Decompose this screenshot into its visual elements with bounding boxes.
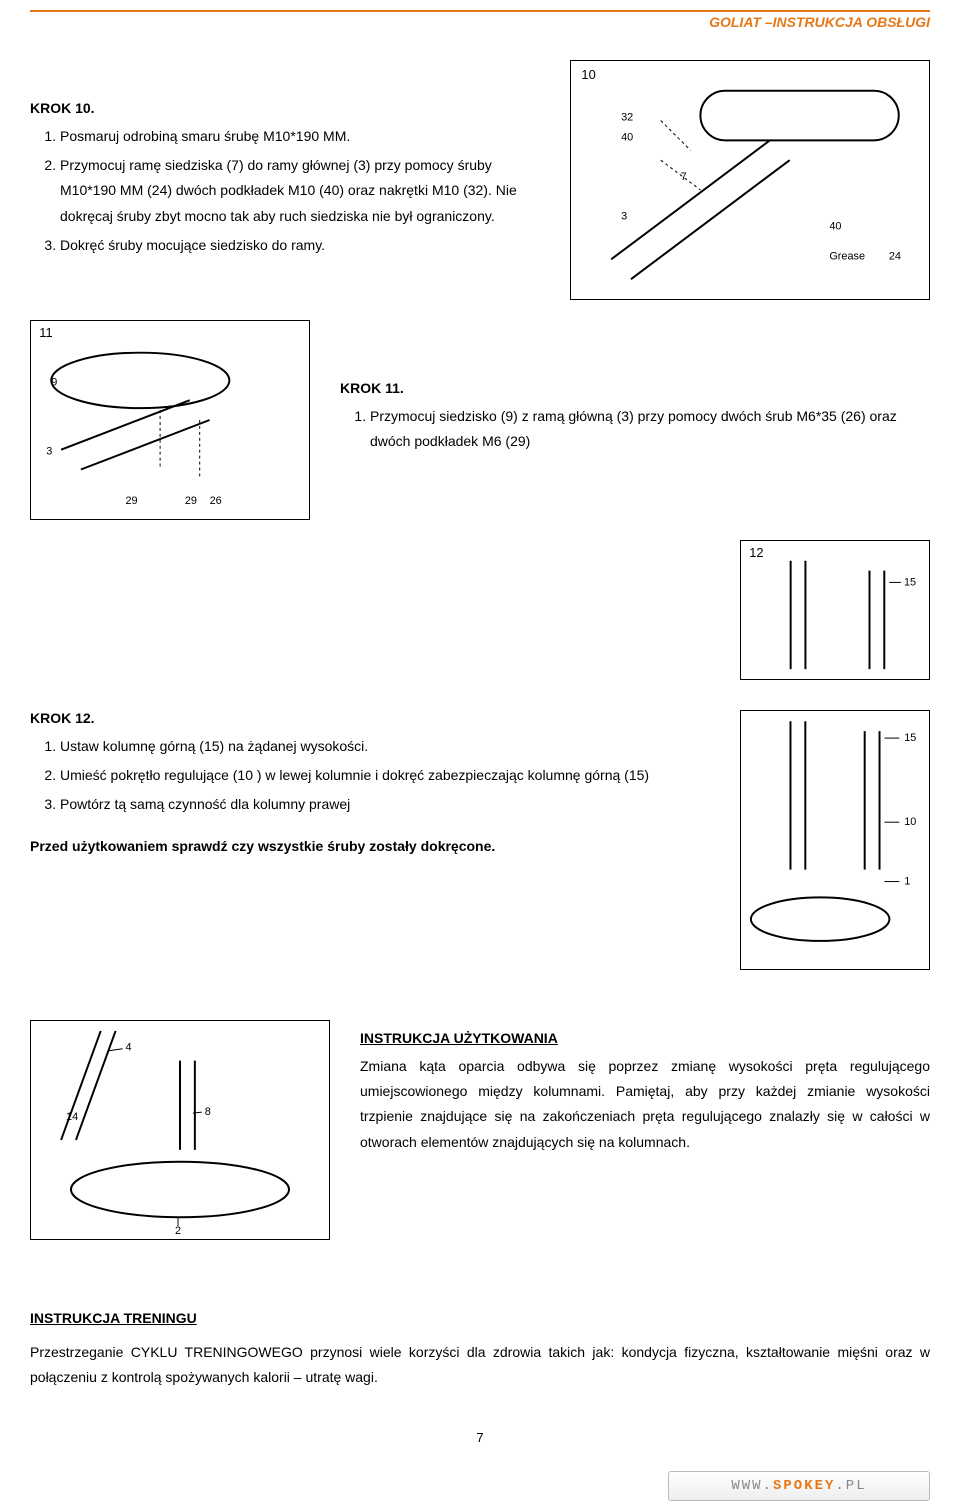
svg-text:15: 15	[904, 576, 916, 588]
svg-text:10: 10	[581, 67, 595, 82]
diagram-11: 11 9 3 29 29 26	[30, 320, 310, 520]
krok12-item: Ustaw kolumnę górną (15) na żądanej wyso…	[60, 734, 710, 759]
footer-url: WWW.SPOKEY.PL	[668, 1471, 930, 1501]
page-number: 7	[30, 1430, 930, 1445]
svg-text:12: 12	[749, 545, 763, 560]
krok12-title: KROK 12.	[30, 710, 710, 726]
footer-www: WWW.	[731, 1478, 773, 1494]
svg-text:1: 1	[904, 876, 910, 888]
diagram-12b: 15 10 1	[740, 710, 930, 970]
krok12-list: Ustaw kolumnę górną (15) na żądanej wyso…	[30, 734, 710, 818]
svg-text:29: 29	[185, 495, 197, 507]
training-title: INSTRUKCJA TRENINGU	[30, 1310, 930, 1326]
krok11-item: Przymocuj siedzisko (9) z ramą główną (3…	[370, 404, 930, 454]
svg-text:24: 24	[889, 250, 901, 262]
svg-text:29: 29	[125, 495, 137, 507]
krok10-item: Przymocuj ramę siedziska (7) do ramy głó…	[60, 153, 550, 229]
svg-text:3: 3	[46, 446, 52, 458]
krok10-item: Posmaruj odrobiną smaru śrubę M10*190 MM…	[60, 124, 550, 149]
footer: WWW.SPOKEY.PL	[0, 1465, 960, 1511]
svg-text:40: 40	[621, 131, 633, 143]
diagram-usage-svg: 4 14 8 2	[31, 1021, 329, 1239]
krok11-list: Przymocuj siedzisko (9) z ramą główną (3…	[340, 404, 930, 454]
krok11-title: KROK 11.	[340, 380, 930, 396]
svg-text:Grease: Grease	[829, 250, 865, 262]
usage-title: INSTRUKCJA UŻYTKOWANIA	[360, 1030, 930, 1046]
svg-text:7: 7	[681, 171, 687, 183]
svg-text:10: 10	[904, 816, 916, 828]
training-text: Przestrzeganie CYKLU TRENINGOWEGO przyno…	[30, 1340, 930, 1390]
usage-text: Zmiana kąta oparcia odbywa się poprzez z…	[360, 1054, 930, 1155]
krok10-list: Posmaruj odrobiną smaru śrubę M10*190 MM…	[30, 124, 550, 258]
diagram-12: 12 15	[740, 540, 930, 680]
svg-text:15: 15	[904, 732, 916, 744]
svg-text:9: 9	[51, 376, 57, 388]
svg-text:40: 40	[829, 221, 841, 233]
diagram-12-svg: 12 15	[741, 541, 929, 679]
svg-text:26: 26	[210, 495, 222, 507]
header-title: GOLIAT –INSTRUKCJA OBSŁUGI	[30, 14, 930, 30]
svg-text:8: 8	[205, 1106, 211, 1118]
diagram-10-svg: 10 32 40 7 3 40 Grease 24	[571, 61, 929, 299]
svg-text:14: 14	[66, 1111, 78, 1123]
diagram-12b-svg: 15 10 1	[741, 711, 929, 969]
svg-text:32: 32	[621, 112, 633, 124]
krok12-item: Powtórz tą samą czynność dla kolumny pra…	[60, 792, 710, 817]
diagram-usage: 4 14 8 2	[30, 1020, 330, 1240]
diagram-10: 10 32 40 7 3 40 Grease 24	[570, 60, 930, 300]
krok12-note: Przed użytkowaniem sprawdź czy wszystkie…	[30, 838, 710, 854]
svg-text:11: 11	[39, 325, 52, 340]
svg-text:2: 2	[175, 1225, 181, 1237]
krok10-item: Dokręć śruby mocujące siedzisko do ramy.	[60, 233, 550, 258]
krok10-title: KROK 10.	[30, 100, 550, 116]
footer-brand: SPOKEY	[773, 1478, 835, 1494]
svg-text:4: 4	[126, 1042, 132, 1054]
header-rule	[30, 10, 930, 12]
svg-text:3: 3	[621, 211, 627, 223]
diagram-11-svg: 11 9 3 29 29 26	[31, 321, 309, 519]
footer-pl: .PL	[835, 1478, 866, 1494]
krok12-item: Umieść pokrętło regulujące (10 ) w lewej…	[60, 763, 710, 788]
